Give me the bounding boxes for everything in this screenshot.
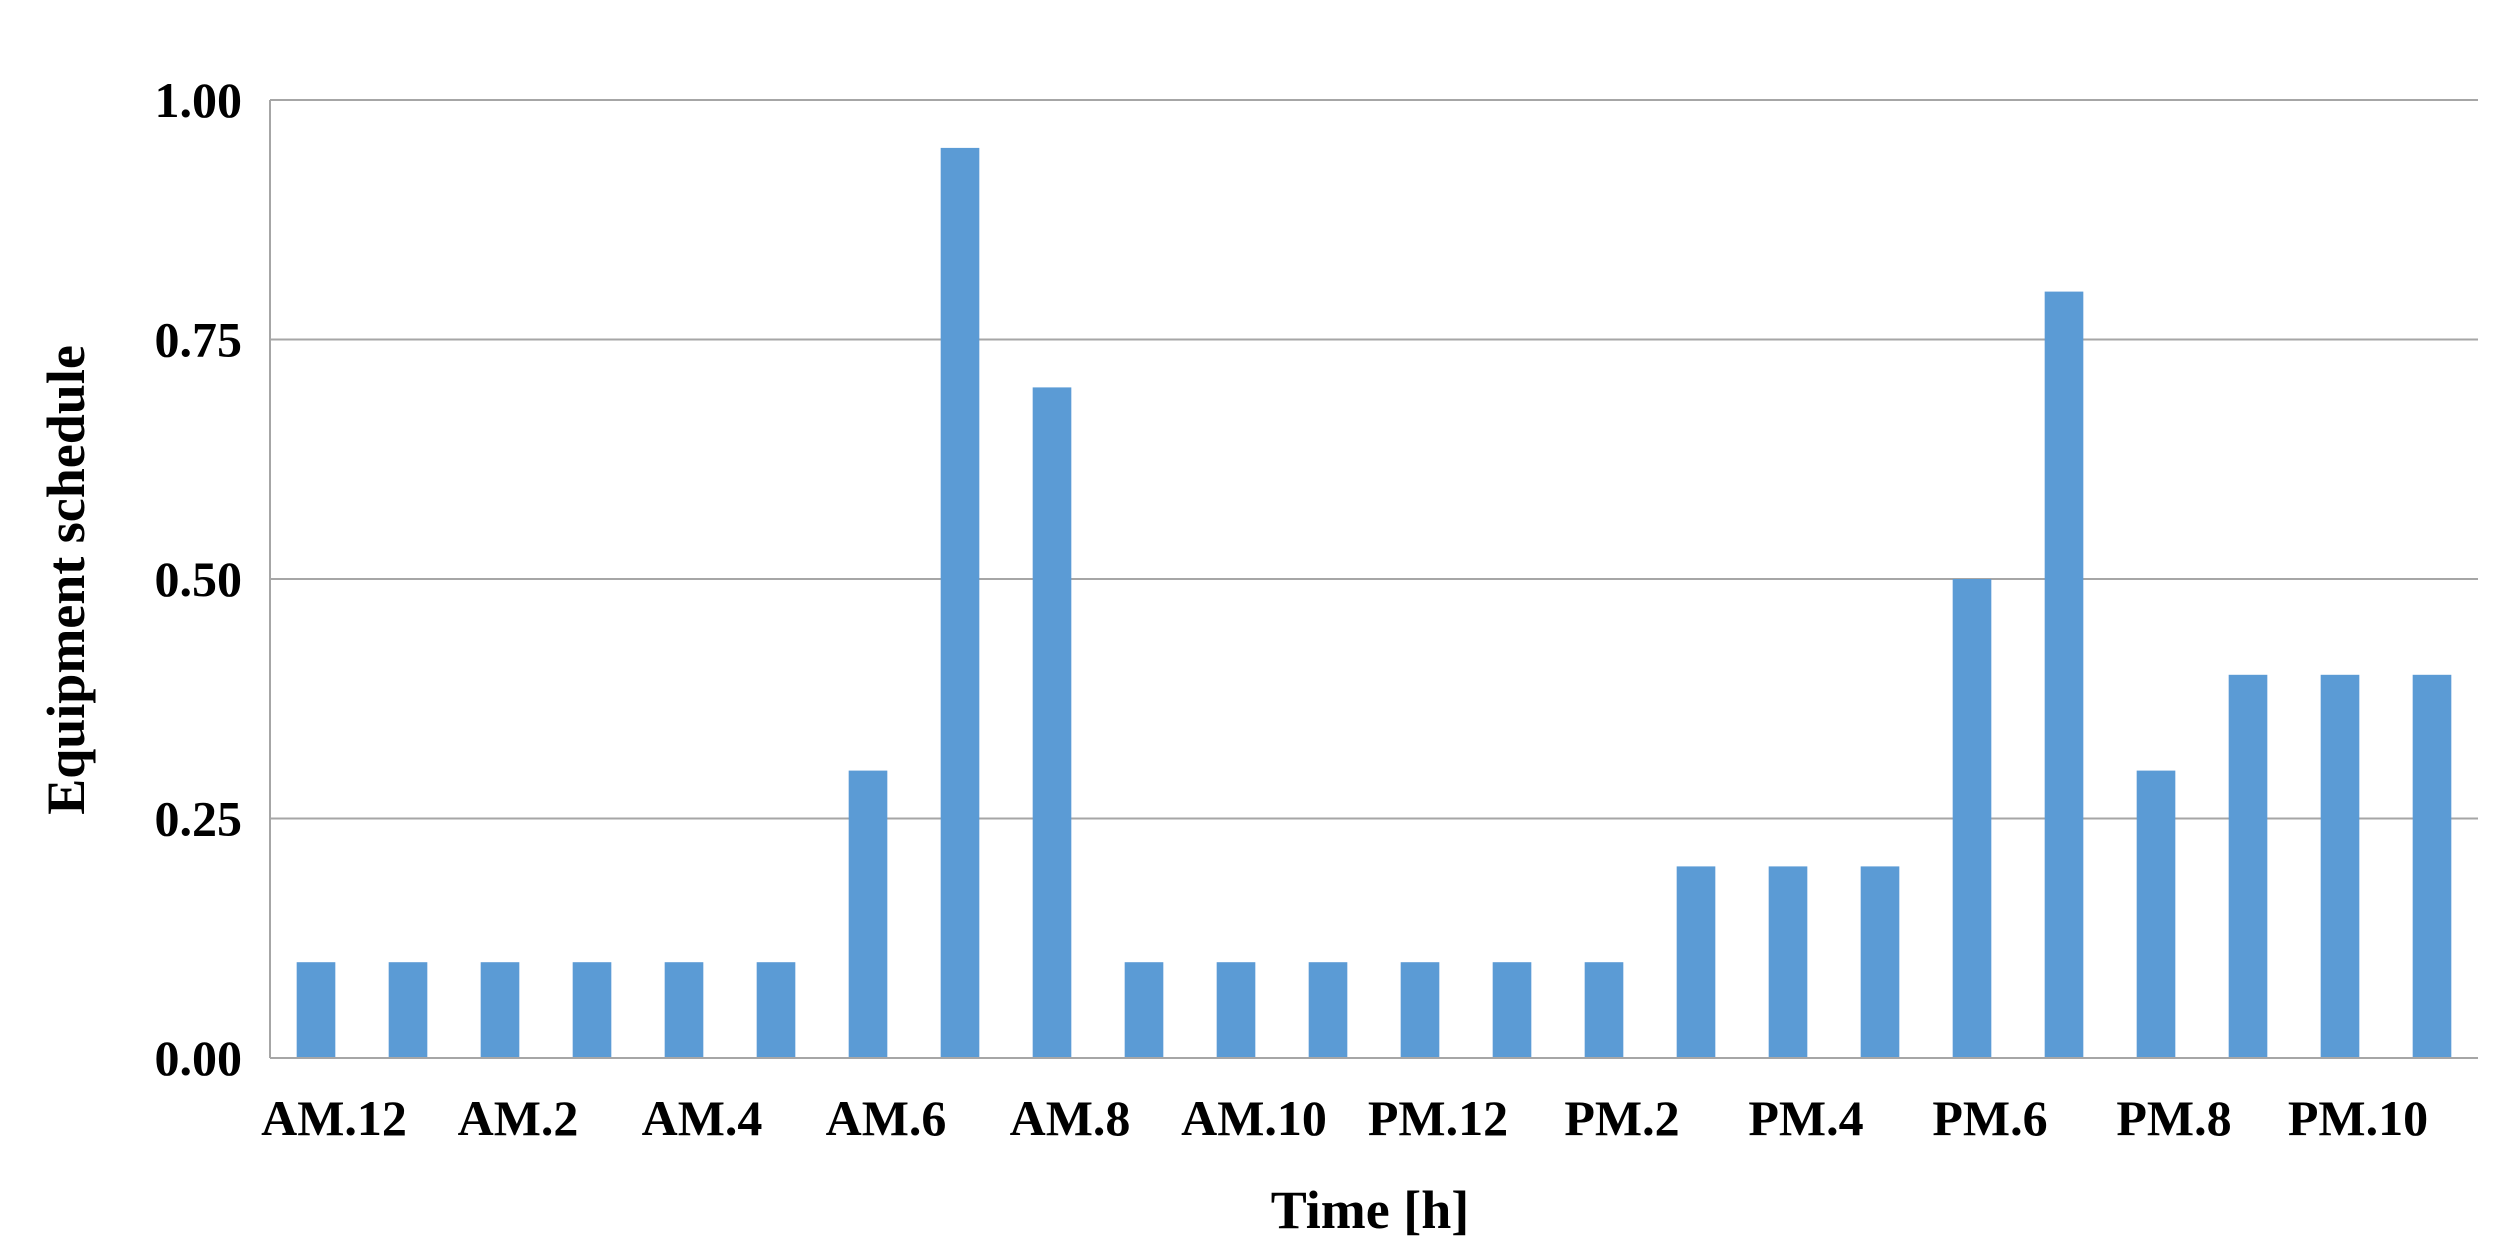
bar [2044, 291, 2084, 1059]
x-tick-label: PM.2 [1564, 1090, 1679, 1146]
x-tick-label: AM.6 [826, 1090, 947, 1146]
bar [1032, 387, 1072, 1058]
bar [2136, 770, 2176, 1058]
y-tick-label: 0.25 [155, 791, 243, 847]
bar [1584, 962, 1624, 1058]
bar [756, 962, 796, 1058]
y-tick-labels: 0.00 0.25 0.50 0.75 1.00 [155, 72, 243, 1086]
bar [848, 770, 888, 1058]
x-axis-title: Time [h] [1271, 1180, 1470, 1240]
bar [1400, 962, 1440, 1058]
bar [1768, 866, 1808, 1058]
x-tick-label: AM.8 [1010, 1090, 1131, 1146]
bar [1952, 579, 1992, 1058]
bar [1676, 866, 1716, 1058]
x-tick-labels: AM.12 AM.2 AM.4 AM.6 AM.8 AM.10 PM.12 PM.2 PM.4 P… [261, 1090, 2428, 1146]
grid-lines [270, 99, 2478, 820]
x-tick-label: PM.4 [1748, 1090, 1863, 1146]
bar [480, 962, 520, 1058]
bar [2412, 674, 2452, 1058]
bar [940, 147, 980, 1058]
bar [2320, 674, 2360, 1058]
y-tick-label: 1.00 [155, 72, 243, 128]
bar [388, 962, 428, 1058]
x-tick-label: AM.10 [1181, 1090, 1327, 1146]
x-tick-label: PM.12 [1368, 1090, 1508, 1146]
x-tick-label: PM.6 [1932, 1090, 2047, 1146]
x-tick-label: AM.2 [458, 1090, 579, 1146]
x-tick-label: PM.8 [2116, 1090, 2231, 1146]
bar [664, 962, 704, 1058]
bar [1124, 962, 1164, 1058]
bar [1216, 962, 1256, 1058]
bars [296, 147, 2452, 1059]
bar [1308, 962, 1348, 1058]
x-tick-label: PM.10 [2288, 1090, 2428, 1146]
bar [572, 962, 612, 1058]
axes [269, 100, 2478, 1059]
y-axis-title: Equipment schedule [36, 345, 96, 815]
x-tick-label: AM.12 [261, 1090, 407, 1146]
y-tick-label: 0.00 [155, 1030, 243, 1086]
bar [1860, 866, 1900, 1058]
bar [2228, 674, 2268, 1058]
x-tick-label: AM.4 [642, 1090, 763, 1146]
y-tick-label: 0.75 [155, 312, 243, 368]
bar [296, 962, 336, 1058]
bar [1492, 962, 1532, 1058]
y-tick-label: 0.50 [155, 551, 243, 607]
